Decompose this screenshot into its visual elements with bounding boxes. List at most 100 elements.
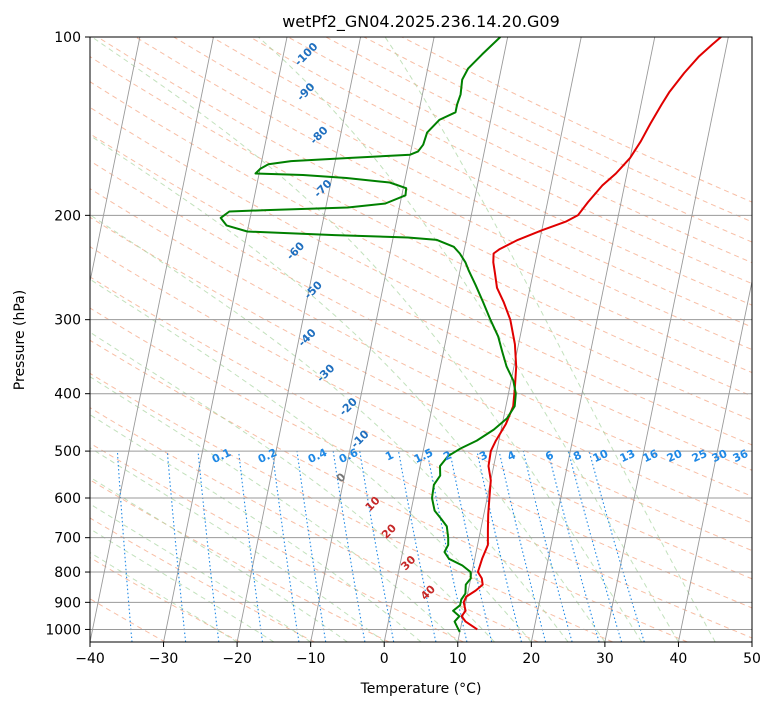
y-axis: 1000 900 800 700 600 500 400 300 200 100 xyxy=(45,30,90,638)
dry-adiabat-label: -90 xyxy=(294,80,317,103)
mixing-ratio-line xyxy=(498,450,547,642)
moist-adiabat-line xyxy=(90,528,275,642)
mixing-ratio-line xyxy=(271,451,300,642)
mixing-ratio-label: 0.2 xyxy=(256,446,279,466)
plot-frame xyxy=(89,36,753,643)
sounding-line xyxy=(460,37,722,631)
dry-adiabat-line xyxy=(90,517,315,642)
moist-adiabat-line xyxy=(258,37,679,642)
mixing-ratio-label: 10 xyxy=(591,447,611,465)
dry-adiabat-label: -100 xyxy=(292,40,321,69)
dry-adiabat-line xyxy=(90,216,752,552)
y-tick-label: 600 xyxy=(54,491,81,507)
moist-adiabat-line xyxy=(91,37,643,642)
x-tick-label: 20 xyxy=(522,651,540,667)
moist-adiabat-line xyxy=(90,476,348,642)
dry-adiabat-line xyxy=(90,133,752,471)
mixing-ratio-line xyxy=(359,451,395,642)
y-tick-label: 100 xyxy=(54,30,81,46)
moist-adiabat-line xyxy=(384,37,716,642)
dry-adiabat-line xyxy=(90,442,464,642)
isotherm-line xyxy=(310,37,435,642)
dry-adiabat-line xyxy=(90,407,539,642)
x-tick-label: −10 xyxy=(296,651,326,667)
moist-adiabat-line xyxy=(90,414,422,642)
moist-adiabat-line xyxy=(90,551,238,642)
x-tick-label: 40 xyxy=(670,651,688,667)
mixing-ratio-line xyxy=(588,450,645,642)
x-tick-label: 30 xyxy=(596,651,614,667)
moist-adiabat-line xyxy=(90,214,569,642)
y-tick-label: 800 xyxy=(54,565,81,581)
dry-adiabat-line xyxy=(249,37,752,285)
dry-adiabat-line xyxy=(90,479,390,642)
mixing-ratio-line xyxy=(476,450,523,642)
chart-title: wetPf2_GN04.2025.236.14.20.G09 xyxy=(282,12,560,32)
isotherm-line xyxy=(90,37,141,284)
mixing-ratio-line xyxy=(522,450,573,642)
dry-adiabat-line xyxy=(90,339,688,642)
dry-adiabat-label: 10 xyxy=(363,494,383,514)
moist-adiabat-line xyxy=(90,376,459,642)
y-tick-label: 900 xyxy=(54,595,81,611)
mixing-ratio-label: 20 xyxy=(665,447,685,465)
isotherm-line xyxy=(604,37,729,642)
sounding-line xyxy=(219,37,517,633)
sounding-series xyxy=(219,37,722,633)
dry-adiabat-line xyxy=(173,37,752,328)
isotherm-line xyxy=(163,37,288,642)
dry-adiabat-line xyxy=(90,598,166,642)
dry-adiabat-label: -50 xyxy=(302,278,325,301)
isotherm-line xyxy=(0,37,66,642)
isotherm-line xyxy=(383,37,509,642)
moist-adiabat-line xyxy=(90,447,385,642)
moist-adiabat-line xyxy=(90,331,495,642)
isotherm-line xyxy=(457,37,582,642)
dry-adiabat-line xyxy=(363,37,752,223)
dry-adiabat-label: -30 xyxy=(314,361,337,384)
moist-adiabat-line xyxy=(90,503,311,642)
y-tick-label: 200 xyxy=(54,208,81,224)
mixing-ratio-line xyxy=(116,451,133,642)
background-isolines xyxy=(0,37,752,642)
x-axis: −40 −30 −20 −10 0 10 20 30 40 50 xyxy=(75,642,761,667)
x-tick-label: 0 xyxy=(380,651,389,667)
isotherm-line xyxy=(751,639,752,642)
mixing-ratio-line xyxy=(238,451,264,642)
y-tick-label: 500 xyxy=(54,444,81,460)
y-tick-label: 400 xyxy=(54,387,81,403)
dry-adiabat-line xyxy=(90,556,241,642)
isotherm-line xyxy=(678,279,752,642)
dry-adiabat-line xyxy=(90,372,613,642)
moist-adiabat-line xyxy=(90,134,606,642)
mixing-ratio-line xyxy=(567,450,623,642)
mixing-ratio-line xyxy=(547,450,600,642)
x-tick-label: 50 xyxy=(743,651,761,667)
isotherm-line xyxy=(530,37,656,642)
isotherm-line xyxy=(90,37,214,642)
mixing-ratio-label: 13 xyxy=(618,447,637,465)
isotherm-line xyxy=(236,37,361,642)
x-tick-label: −20 xyxy=(222,651,252,667)
dry-adiabat-line xyxy=(90,246,752,580)
dry-adiabat-label: 40 xyxy=(418,582,438,602)
dry-adiabat-label: -80 xyxy=(307,124,330,147)
x-tick-label: −40 xyxy=(75,651,105,667)
y-tick-label: 300 xyxy=(54,313,81,329)
dry-adiabat-line xyxy=(90,106,752,446)
mixing-ratio-line xyxy=(426,450,468,642)
mixing-ratio-label: 16 xyxy=(641,447,661,465)
mixing-ratio-line xyxy=(296,451,327,642)
dry-adiabat-line xyxy=(325,37,752,243)
x-tick-label: 10 xyxy=(449,651,467,667)
moist-adiabat-line xyxy=(90,278,532,642)
y-axis-label: Pressure (hPa) xyxy=(12,290,28,390)
mixing-ratio-label: 36 xyxy=(731,447,751,465)
mixing-ratio-line xyxy=(397,450,437,642)
x-axis-label: Temperature (°C) xyxy=(360,681,482,697)
y-tick-label: 700 xyxy=(54,531,81,547)
mixing-ratio-label: 30 xyxy=(710,447,730,465)
x-tick-label: −30 xyxy=(149,651,179,667)
y-tick-label: 1000 xyxy=(45,622,81,638)
dry-adiabat-line xyxy=(90,81,752,421)
